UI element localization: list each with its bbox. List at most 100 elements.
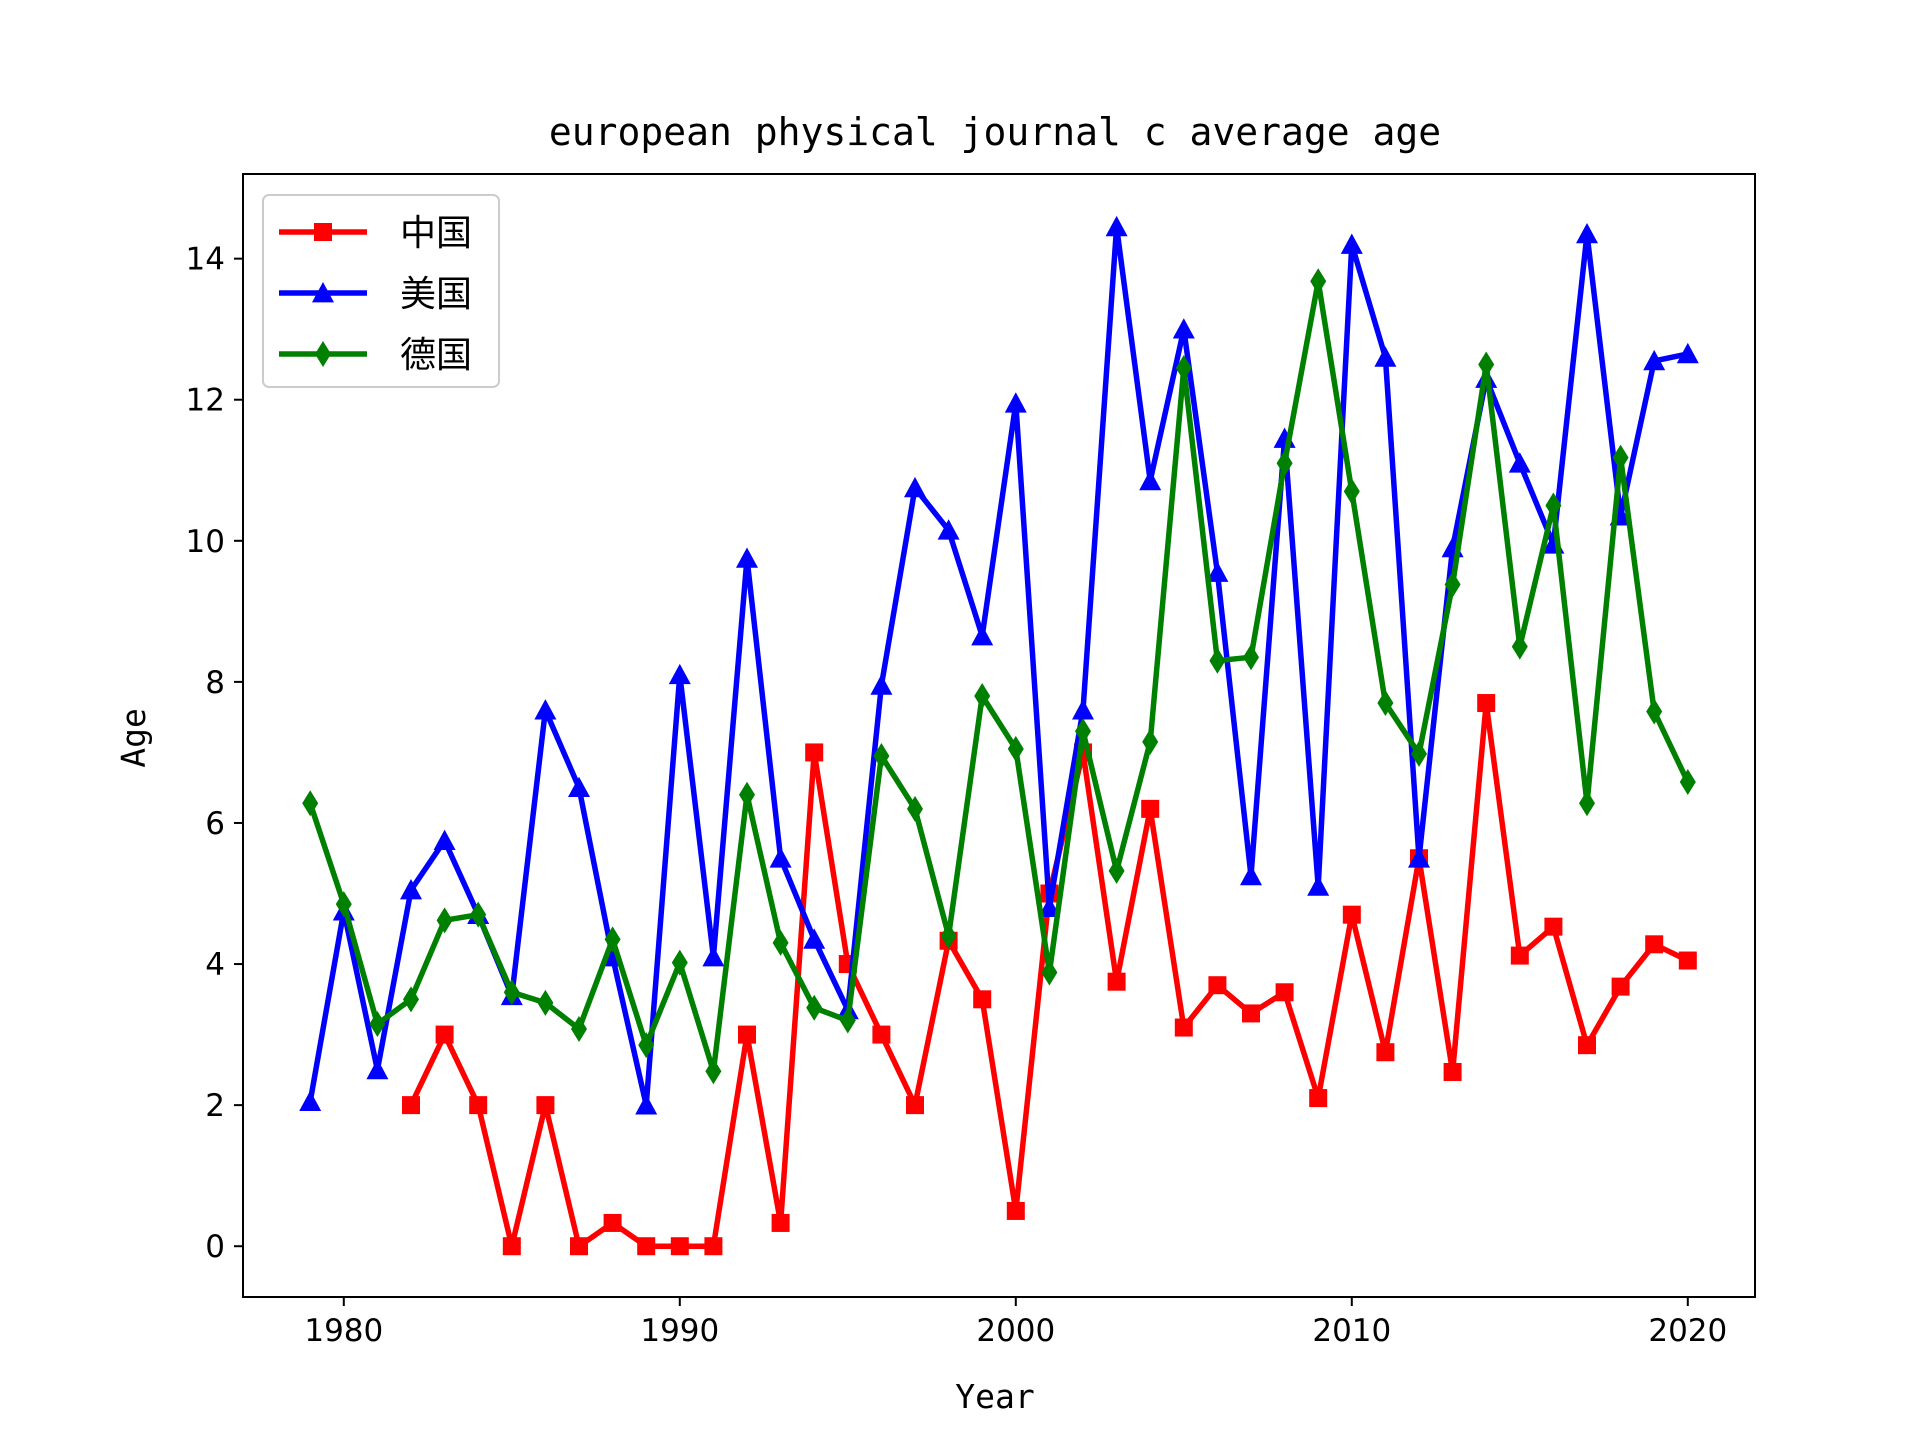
- series-3-point: [705, 1058, 722, 1085]
- series-1-point: [1141, 799, 1160, 818]
- series-1-point: [1611, 977, 1630, 996]
- series-3-point: [470, 901, 487, 928]
- series-1-point: [1678, 951, 1697, 970]
- series-3-point: [1511, 633, 1528, 660]
- x-tick-label: 2010: [1312, 1313, 1391, 1349]
- series-3-point: [1377, 690, 1394, 717]
- series-1-point: [1376, 1043, 1395, 1062]
- series-2-point: [1374, 346, 1397, 367]
- series-2-point: [1240, 864, 1262, 886]
- y-tick-label: 8: [205, 665, 225, 701]
- series-3-point: [974, 682, 991, 709]
- series-2-point: [1676, 342, 1699, 364]
- series-1-point: [1477, 694, 1496, 713]
- series-2-point: [1004, 392, 1027, 413]
- y-axis-label: Age: [114, 708, 153, 768]
- series-1-point: [738, 1025, 756, 1044]
- y-tick-label: 0: [205, 1229, 225, 1265]
- series-2-point: [1105, 215, 1128, 237]
- series-2-point: [1307, 875, 1330, 896]
- series-1-point: [1342, 905, 1361, 924]
- series-2-point: [366, 1058, 389, 1080]
- series-1-point: [1107, 972, 1126, 991]
- series-3-point: [873, 742, 890, 769]
- y-tick-label: 2: [205, 1088, 225, 1124]
- series-2-point: [870, 674, 893, 695]
- series-3-point: [571, 1015, 587, 1042]
- x-tick-label: 1990: [640, 1313, 719, 1349]
- series-2-point: [1038, 896, 1061, 917]
- x-tick-label: 1980: [304, 1313, 383, 1349]
- legend-label: 美国: [400, 274, 472, 315]
- series-2-point: [635, 1094, 658, 1115]
- series-1-point: [469, 1096, 488, 1115]
- series-2-point: [1576, 222, 1598, 244]
- x-tick-label: 2000: [976, 1313, 1055, 1349]
- series-3-point: [1108, 857, 1125, 884]
- chart-title: european physical journal c average age: [549, 110, 1441, 154]
- series-3-point: [1478, 351, 1495, 378]
- series-3-point: [1545, 492, 1562, 519]
- series-1-point: [1208, 976, 1227, 995]
- x-tick-label: 2020: [1648, 1313, 1727, 1349]
- y-tick-label: 14: [186, 242, 225, 278]
- axes-frame: [242, 173, 1756, 1298]
- y-tick-label: 12: [186, 383, 225, 419]
- legend-swatch-marker: [312, 282, 334, 303]
- series-3-point: [1579, 790, 1595, 817]
- series-1-point: [435, 1025, 454, 1044]
- y-tick-label: 10: [186, 524, 225, 560]
- axes: 1980 1990 2000 2010 2020 0 2 4 6 8 10 12 14: [186, 173, 1756, 1349]
- x-axis-label: Year: [955, 1377, 1034, 1416]
- series-3-point: [369, 1011, 386, 1038]
- series-2-point: [668, 663, 691, 685]
- series-3-point: [604, 926, 621, 953]
- series-3-point: [302, 790, 319, 817]
- series-1-point: [1510, 946, 1529, 965]
- series-3-point: [1175, 354, 1192, 381]
- series-2-point: [1643, 349, 1666, 371]
- series-2-point: [971, 625, 994, 646]
- series-1-point: [402, 1096, 420, 1115]
- series-2-point: [937, 519, 960, 540]
- series-2-point: [803, 928, 826, 949]
- series-3-point: [335, 891, 352, 918]
- series-3-point: [940, 922, 957, 949]
- legend-swatch-marker: [315, 341, 331, 367]
- series-1-point: [1242, 1004, 1260, 1023]
- y-tick-label: 6: [205, 806, 225, 842]
- legend-label: 德国: [400, 335, 472, 376]
- series-2-point: [534, 699, 557, 720]
- legend-box: [262, 194, 500, 388]
- series-3-point: [1612, 444, 1629, 471]
- series-2-point: [400, 878, 422, 900]
- series-1-point: [1645, 935, 1664, 954]
- series-1-point: [1006, 1201, 1025, 1220]
- legend-swatch-marker: [314, 223, 332, 241]
- series-3-point: [503, 979, 520, 1006]
- series-2-point: [568, 776, 590, 798]
- series-3-point: [907, 795, 923, 822]
- series-2-point: [299, 1090, 322, 1111]
- series-3-point: [537, 989, 554, 1016]
- series-1-point: [603, 1213, 622, 1232]
- series-3-point: [671, 949, 688, 976]
- series-2-point: [769, 847, 792, 868]
- series-1-point: [973, 990, 992, 1009]
- series-1-point: [872, 1025, 891, 1044]
- series-1-point: [502, 1237, 521, 1256]
- series-2-point: [1139, 469, 1162, 491]
- series-3-point: [1310, 268, 1327, 295]
- series-3-point: [1142, 728, 1159, 755]
- y-tick-label: 4: [205, 947, 225, 983]
- series-2-line: [307, 224, 1691, 1108]
- plot-area: [299, 215, 1699, 1256]
- series-3-point: [638, 1032, 655, 1059]
- series-3-point: [739, 781, 755, 808]
- series-3-point: [1209, 647, 1226, 674]
- series-3-point: [1276, 450, 1293, 477]
- series-1-point: [1578, 1036, 1596, 1055]
- series-3-point: [1243, 644, 1259, 671]
